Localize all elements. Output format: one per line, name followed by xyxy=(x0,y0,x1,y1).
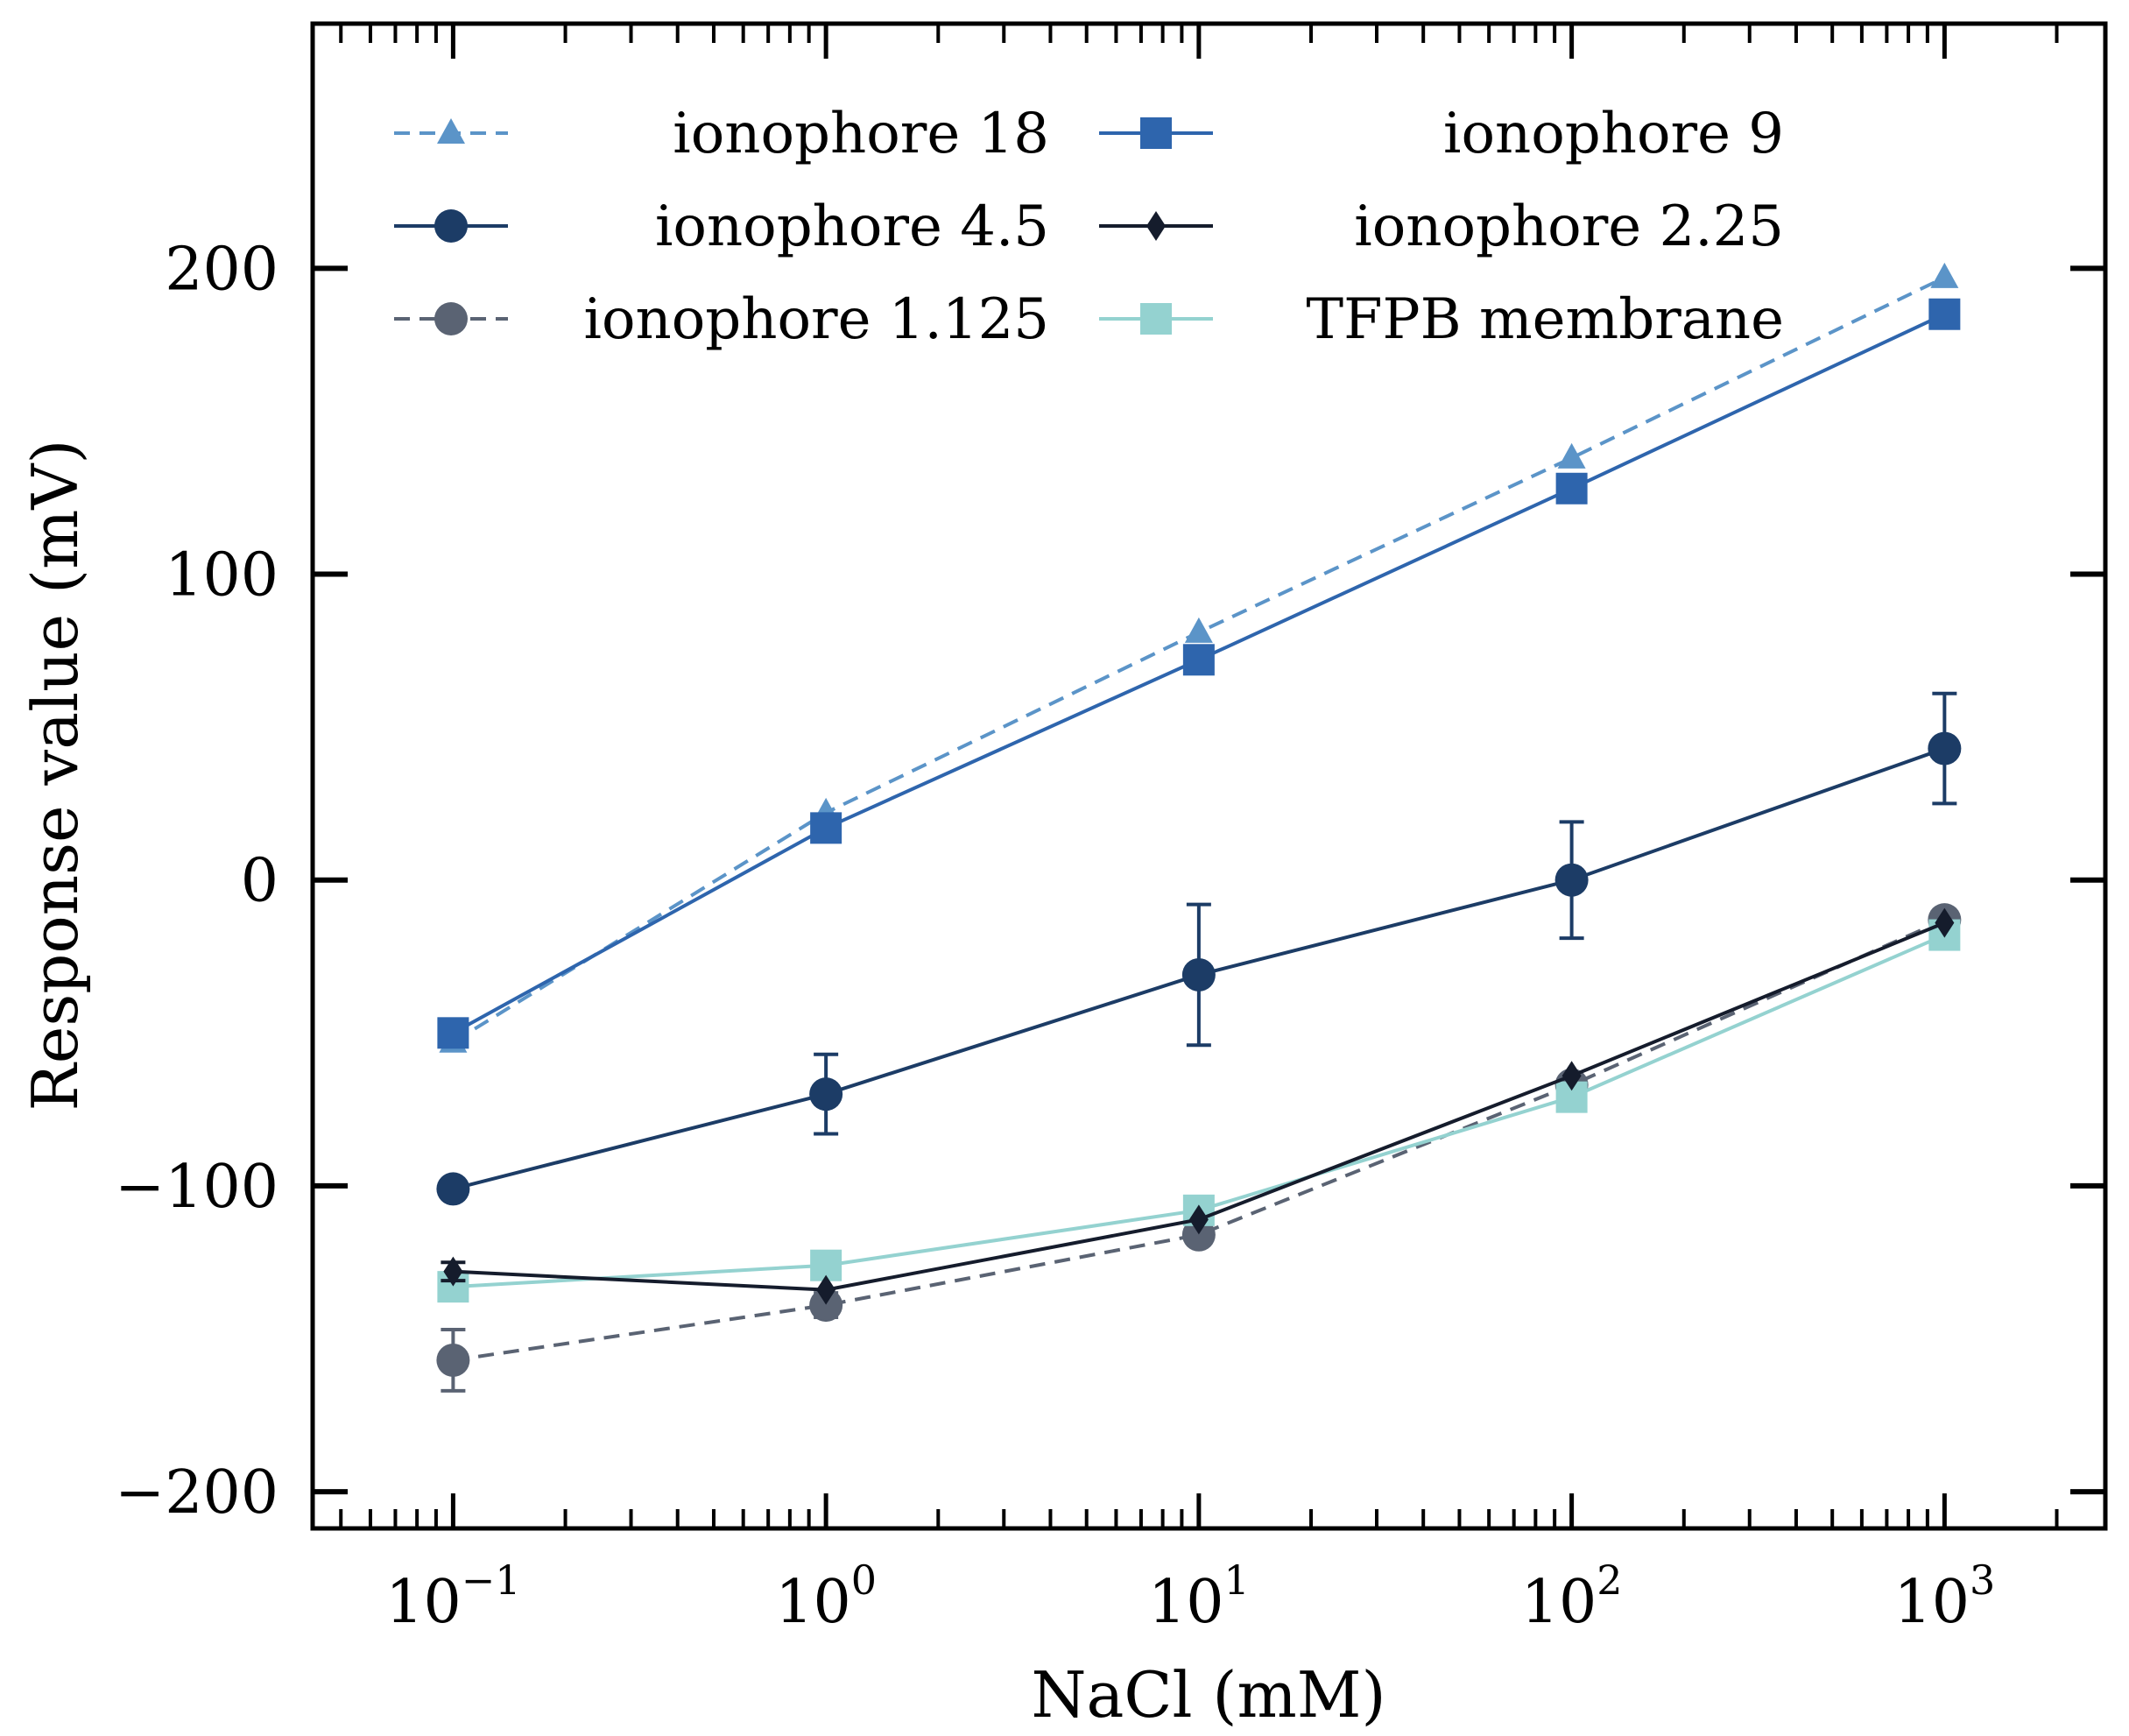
y-tick-labels: 200 100 0 −100 −200 xyxy=(115,235,278,1528)
data-point xyxy=(1562,1061,1582,1091)
legend-entry-ionophore-4-5: ionophore 4.5 xyxy=(394,194,1049,259)
data-point xyxy=(1554,863,1589,897)
legend: ionophore 18 ionophore 9 ionophore 4.5 iono… xyxy=(394,102,1784,352)
major-ticks xyxy=(313,24,2105,1528)
series-ionophore-18 xyxy=(439,262,1959,1053)
data-point xyxy=(809,1288,843,1323)
minor-ticks xyxy=(339,24,2059,1528)
data-point xyxy=(810,812,842,844)
data-point xyxy=(437,118,465,144)
data-point xyxy=(1928,298,1961,330)
series-ionophore-2-25 xyxy=(441,907,1955,1305)
x-tick-label: 103 xyxy=(1893,1556,1995,1637)
legend-label: ionophore 1.125 xyxy=(584,287,1050,352)
legend-entry-ionophore-9: ionophore 9 xyxy=(1099,102,1784,166)
series-ionophore-9 xyxy=(437,298,1961,1049)
legend-label: ionophore 2.25 xyxy=(1354,194,1784,259)
data-point xyxy=(1935,907,1955,938)
x-axis-title: NaCl (mM) xyxy=(1031,1658,1385,1732)
legend-entry-ionophore-1-125: ionophore 1.125 xyxy=(394,287,1049,352)
x-tick-label: 10−1 xyxy=(385,1556,520,1637)
legend-entry-ionophore-18: ionophore 18 xyxy=(394,102,1049,166)
legend-entry-tfpb-membrane: TFPB membrane xyxy=(1099,287,1784,352)
data-point xyxy=(443,1256,463,1287)
data-point xyxy=(1182,644,1215,676)
series-layer xyxy=(436,262,1962,1393)
data-point xyxy=(1181,957,1216,991)
y-tick-label: 0 xyxy=(241,847,278,916)
x-tick-label: 100 xyxy=(775,1556,877,1637)
data-point xyxy=(434,209,468,243)
data-point xyxy=(1146,211,1166,241)
series-ionophore-4-5 xyxy=(436,691,1962,1206)
data-point xyxy=(816,1274,836,1305)
x-tick-labels: 10−1 100 101 102 103 xyxy=(385,1556,1995,1637)
data-point xyxy=(1140,303,1172,335)
y-tick-label: −200 xyxy=(115,1458,278,1528)
y-tick-label: 200 xyxy=(165,235,278,304)
y-tick-label: −100 xyxy=(115,1153,278,1222)
data-point xyxy=(436,1172,470,1206)
data-point xyxy=(1140,117,1172,149)
data-point xyxy=(437,1017,469,1049)
data-point xyxy=(1555,472,1588,505)
y-axis-title: Response value (mV) xyxy=(18,440,92,1111)
data-point xyxy=(1928,731,1962,766)
data-point xyxy=(1557,442,1586,469)
y-tick-label: 100 xyxy=(165,541,278,610)
legend-label: ionophore 4.5 xyxy=(655,194,1049,259)
legend-label: ionophore 9 xyxy=(1443,102,1784,166)
legend-label: ionophore 18 xyxy=(673,102,1049,166)
data-point xyxy=(1188,1204,1209,1235)
data-point xyxy=(1181,1217,1216,1252)
legend-label: TFPB membrane xyxy=(1306,287,1784,352)
legend-entry-ionophore-2-25: ionophore 2.25 xyxy=(1099,194,1784,259)
data-point xyxy=(436,1343,470,1377)
x-tick-label: 102 xyxy=(1521,1556,1623,1637)
data-point xyxy=(1930,262,1959,288)
data-point xyxy=(434,302,468,335)
plot-frame xyxy=(310,21,2108,1531)
data-point xyxy=(1184,617,1213,643)
data-point xyxy=(809,1077,843,1111)
x-tick-label: 101 xyxy=(1148,1556,1250,1637)
